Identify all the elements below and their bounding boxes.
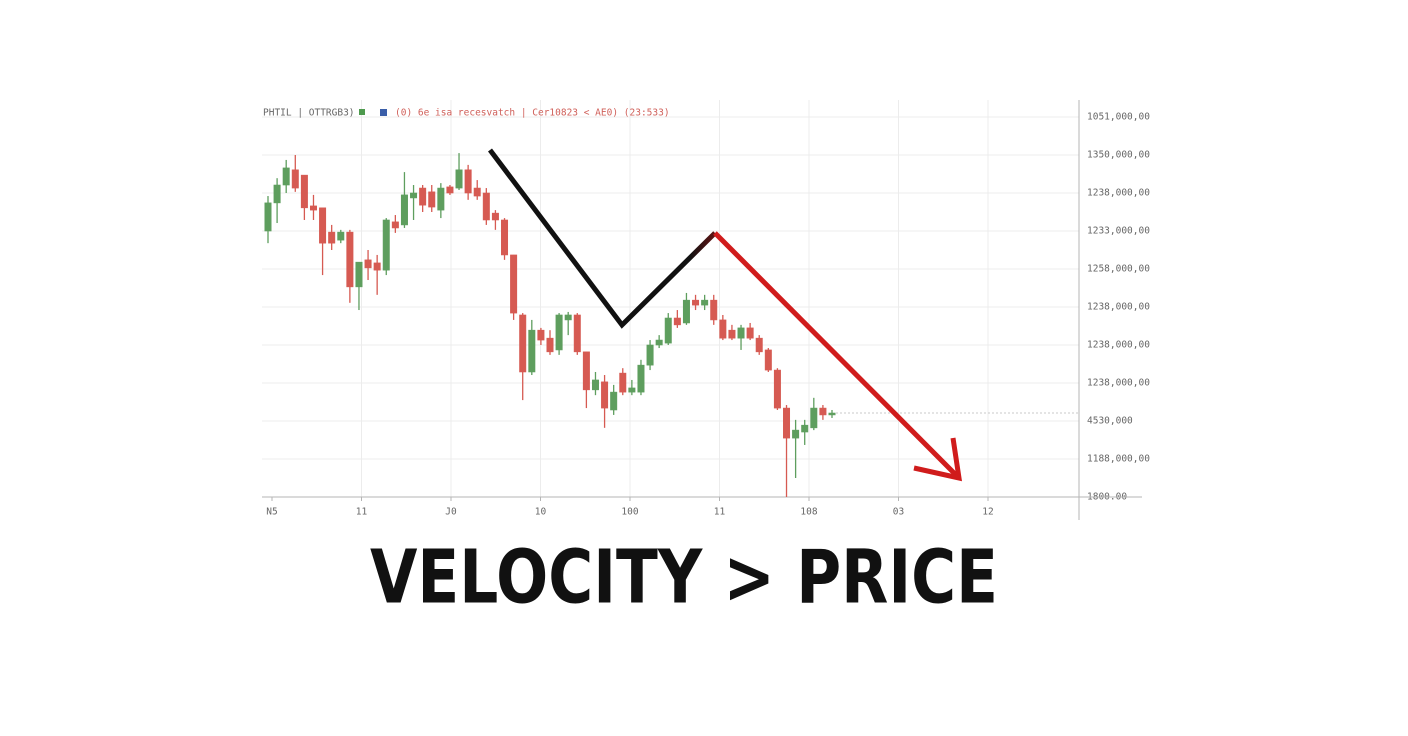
y-tick-label: 1238,000,00 [1087,188,1150,199]
y-tick-label: 1188,000,00 [1087,454,1150,465]
candle-body [410,192,418,199]
candle-body [473,187,481,197]
candle-body [810,407,818,429]
y-tick-label: 1238,000,00 [1087,378,1150,389]
candle-body [692,299,700,306]
candle-body [701,299,709,306]
candle-body [291,169,299,189]
candle-body [510,254,518,314]
candle-body [355,261,363,288]
x-tick-label: 10 [535,507,547,518]
y-tick-label: 1350,000,00 [1087,150,1150,161]
x-tick-label: N5 [266,507,277,518]
candle-body [828,412,836,416]
candle-body [519,314,527,373]
y-tick-label: 1238,000,00 [1087,302,1150,313]
x-tick-label: J0 [445,507,457,518]
candle-body [673,317,681,326]
candle-body [419,187,427,206]
candle-body [482,192,490,221]
candle-body [746,327,754,339]
candle-body [783,407,791,439]
candle-body [373,262,381,271]
candle-body [628,387,636,393]
candle-body [755,337,763,353]
candle-body [719,319,727,339]
trend-zigzag [488,148,717,329]
candle-body [428,191,436,208]
y-tick-label: 1233,000,00 [1087,226,1150,237]
candle-body [264,202,272,232]
candle-body [455,169,463,189]
candle-body [764,349,772,371]
candle-body [391,221,399,229]
candle-body [273,184,281,204]
x-tick-label: 100 [621,507,638,518]
candle-body [664,317,672,344]
candle-body [555,314,563,351]
candle-body [300,174,308,209]
x-tick-label: 12 [982,507,993,518]
x-tick-label: 11 [356,507,368,518]
candle-body [309,205,317,211]
y-tick-label: 1238,000,00 [1087,340,1150,351]
x-tick-label: 11 [714,507,726,518]
candles [264,153,1079,497]
trend-arrow [713,231,960,479]
candle-body [282,167,290,186]
candle-body [491,212,499,221]
candle-body [437,187,445,211]
arrow-head [913,437,963,482]
candle-body [655,339,663,346]
y-tick-label: 1258,000,00 [1087,264,1150,275]
candle-body [537,329,545,341]
grid: 1800.001188,000,004530,0001238,000,00123… [262,100,1150,518]
candle-body [337,231,345,241]
candle-body [619,372,627,393]
x-tick-label: 03 [893,507,904,518]
candle-body [464,169,472,194]
candle-body [364,259,372,269]
candle-body [773,369,781,409]
x-tick-label: 108 [800,507,817,518]
legend-icon [380,109,387,116]
candle-body [501,219,509,256]
candle-body [601,381,609,409]
candle-body [573,314,581,353]
legend-icon [359,109,365,115]
candle-body [328,231,336,244]
candle-body [710,299,718,321]
candle-body [637,364,645,393]
candle-body [319,207,327,244]
chart-subtitle: (0) 6e isa recesvatch | Cer10823 < AE0) … [395,108,670,119]
candle-body [564,314,572,321]
candle-body [728,329,736,339]
y-tick-label: 4530,000 [1087,416,1133,427]
chart-title: PHTIL | OTTRGB3) [263,108,355,119]
y-tick-label: 1051,000,00 [1087,112,1150,123]
candle-body [646,344,654,366]
candle-body [546,337,554,353]
candle-body [400,194,408,226]
candle-body [682,299,690,324]
candle-body [591,379,599,391]
candle-body [819,407,827,416]
candle-body [610,391,618,411]
candle-body [346,231,354,288]
candle-body [801,424,809,433]
candle-body [582,351,590,391]
candle-body [737,327,745,339]
candle-body [528,329,536,373]
candle-body [446,186,454,194]
caption: VELOCITY > PRICE [370,535,998,621]
candle-body [792,429,800,439]
candle-body [382,219,390,271]
